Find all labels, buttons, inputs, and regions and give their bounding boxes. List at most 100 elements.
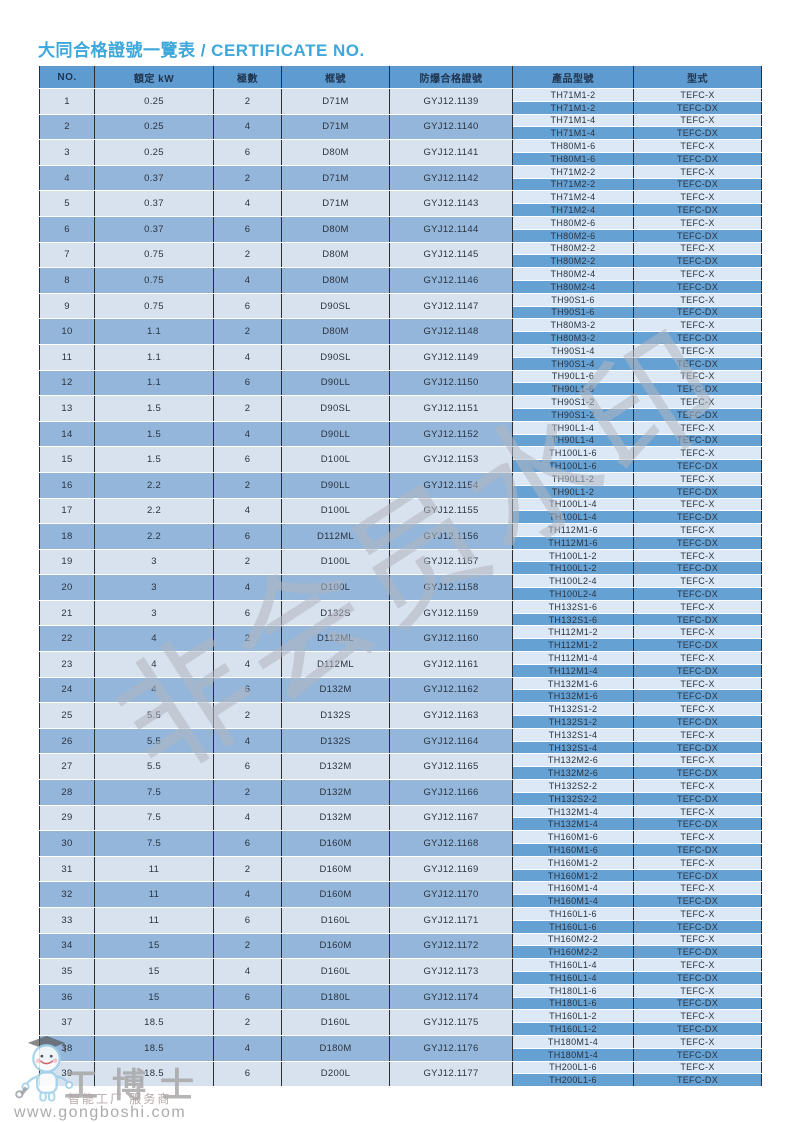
product-cells: TH112M1-6 TEFC-X TH112M1-6 TEFC-DX (513, 524, 762, 549)
cell-kw: 0.37 (95, 216, 214, 242)
cell-poles: 4 (214, 882, 282, 907)
cell-type: TEFC-X (634, 447, 762, 460)
cell-model: TH80M2-4 (513, 280, 634, 293)
cell-model: TH180M1-4 (513, 1048, 634, 1061)
product-subrow: TH132S1-4 TEFC-DX (513, 741, 762, 754)
cell-poles: 2 (214, 780, 282, 805)
cell-type: TEFC-DX (634, 485, 762, 498)
cell-poles: 4 (214, 114, 282, 140)
product-subrow: TH90S1-2 TEFC-X (513, 396, 762, 408)
column-header-2: 極數 (214, 66, 282, 88)
cell-type: TEFC-DX (634, 536, 762, 549)
cell-frame: D100L (282, 575, 390, 600)
cell-poles: 4 (214, 421, 282, 447)
cell-kw: 1.1 (95, 319, 214, 344)
cell-no: 14 (39, 421, 95, 447)
product-cells: TH132M1-4 TEFC-X TH132M1-4 TEFC-DX (513, 805, 762, 831)
cell-type: TEFC-X (634, 933, 762, 946)
table-row: 19 3 2 D100L GYJ12.1157 TH100L1-2 TEFC-X TH100L… (39, 549, 762, 575)
cell-model: TH160L1-2 (513, 1023, 634, 1035)
column-header-0: NO. (39, 66, 95, 88)
cell-type: TEFC-DX (634, 1074, 762, 1087)
table-row: 21 3 6 D132S GYJ12.1159 TH132S1-6 TEFC-X TH132S… (39, 600, 762, 626)
table-row: 11 1.1 4 D90SL GYJ12.1149 TH90S1-4 TEFC-X TH90S… (39, 344, 762, 370)
column-header-5: 產品型號 (513, 66, 634, 88)
cell-cert: GYJ12.1149 (390, 344, 513, 370)
cell-type: TEFC-X (634, 549, 762, 562)
cell-poles: 2 (214, 165, 282, 191)
cell-model: TH71M1-2 (513, 89, 634, 101)
cell-model: TH71M2-2 (513, 165, 634, 178)
table-row: 37 18.5 2 D160L GYJ12.1175 TH160L1-2 TEFC-X TH1… (39, 1010, 762, 1035)
cell-model: TH90L1-4 (513, 434, 634, 447)
cell-cert: GYJ12.1157 (390, 549, 513, 575)
cell-frame: D112ML (282, 652, 390, 677)
cell-poles: 2 (214, 242, 282, 268)
product-subrow: TH90S1-6 TEFC-DX (513, 306, 762, 319)
product-subrow: TH160M2-2 TEFC-DX (513, 946, 762, 959)
cell-model: TH80M2-6 (513, 216, 634, 229)
cell-model: TH80M2-2 (513, 255, 634, 268)
cell-model: TH80M1-6 (513, 140, 634, 152)
cell-cert: GYJ12.1169 (390, 856, 513, 882)
product-subrow: TH112M1-4 TEFC-X (513, 652, 762, 664)
cell-type: TEFC-X (634, 421, 762, 434)
product-subrow: TH100L1-6 TEFC-DX (513, 460, 762, 472)
table-row: 9 0.75 6 D90SL GYJ12.1147 TH90S1-6 TEFC-X TH90S… (39, 293, 762, 319)
product-cells: TH71M2-4 TEFC-X TH71M2-4 TEFC-DX (513, 191, 762, 216)
cell-model: TH200L1-6 (513, 1074, 634, 1087)
table-header: NO. 額定 kW 極數 框號 防爆合格證號 產品型號 型式 (39, 66, 762, 88)
cell-model: TH71M1-2 (513, 101, 634, 114)
cell-poles: 2 (214, 703, 282, 728)
product-subrow: TH180M1-4 TEFC-DX (513, 1048, 762, 1061)
cell-no: 32 (39, 882, 95, 907)
product-subrow: TH100L1-2 TEFC-DX (513, 562, 762, 575)
product-subrow: TH90S1-4 TEFC-X (513, 344, 762, 357)
cell-poles: 4 (214, 959, 282, 984)
cell-no: 33 (39, 908, 95, 933)
product-cells: TH160M1-2 TEFC-X TH160M1-2 TEFC-DX (513, 856, 762, 882)
cell-type: TEFC-X (634, 370, 762, 383)
product-cells: TH90S1-4 TEFC-X TH90S1-4 TEFC-DX (513, 344, 762, 370)
cell-cert: GYJ12.1154 (390, 472, 513, 498)
product-subrow: TH90L1-4 TEFC-X (513, 421, 762, 434)
product-subrow: TH160L1-2 TEFC-DX (513, 1023, 762, 1035)
cell-model: TH80M2-4 (513, 268, 634, 280)
table-row: 31 11 2 D160M GYJ12.1169 TH160M1-2 TEFC-X TH160… (39, 856, 762, 882)
product-subrow: TH112M1-2 TEFC-X (513, 626, 762, 639)
cell-cert: GYJ12.1143 (390, 191, 513, 216)
cell-kw: 3 (95, 600, 214, 626)
cell-frame: D160L (282, 908, 390, 933)
cell-frame: D180M (282, 1035, 390, 1061)
cell-no: 19 (39, 549, 95, 575)
product-cells: TH80M2-6 TEFC-X TH80M2-6 TEFC-DX (513, 216, 762, 242)
cell-model: TH80M2-6 (513, 229, 634, 242)
cell-no: 5 (39, 191, 95, 216)
cell-cert: GYJ12.1141 (390, 140, 513, 165)
cell-model: TH100L1-6 (513, 460, 634, 472)
product-cells: TH132S2-2 TEFC-X TH132S2-2 TEFC-DX (513, 780, 762, 805)
cell-kw: 18.5 (95, 1010, 214, 1035)
product-cells: TH71M1-4 TEFC-X TH71M1-4 TEFC-DX (513, 114, 762, 140)
table-row: 24 4 6 D132M GYJ12.1162 TH132M1-6 TEFC-X TH132M… (39, 677, 762, 703)
cell-frame: D80M (282, 319, 390, 344)
product-subrow: TH180L1-6 TEFC-X (513, 984, 762, 997)
cell-poles: 2 (214, 472, 282, 498)
cell-cert: GYJ12.1160 (390, 626, 513, 652)
cell-no: 37 (39, 1010, 95, 1035)
product-subrow: TH160M1-4 TEFC-DX (513, 895, 762, 907)
cell-type: TEFC-DX (634, 664, 762, 677)
cell-type: TEFC-DX (634, 357, 762, 370)
cell-type: TEFC-X (634, 856, 762, 869)
cell-type: TEFC-DX (634, 229, 762, 242)
cell-type: TEFC-X (634, 140, 762, 152)
cell-model: TH90L1-4 (513, 421, 634, 434)
table-row: 13 1.5 2 D90SL GYJ12.1151 TH90S1-2 TEFC-X TH90S… (39, 396, 762, 421)
product-subrow: TH90L1-4 TEFC-DX (513, 434, 762, 447)
product-cells: TH112M1-4 TEFC-X TH112M1-4 TEFC-DX (513, 652, 762, 677)
cell-frame: D90SL (282, 344, 390, 370)
product-subrow: TH132M2-6 TEFC-DX (513, 767, 762, 780)
cell-kw: 5.5 (95, 728, 214, 754)
cell-type: TEFC-X (634, 268, 762, 280)
cell-frame: D100L (282, 447, 390, 472)
